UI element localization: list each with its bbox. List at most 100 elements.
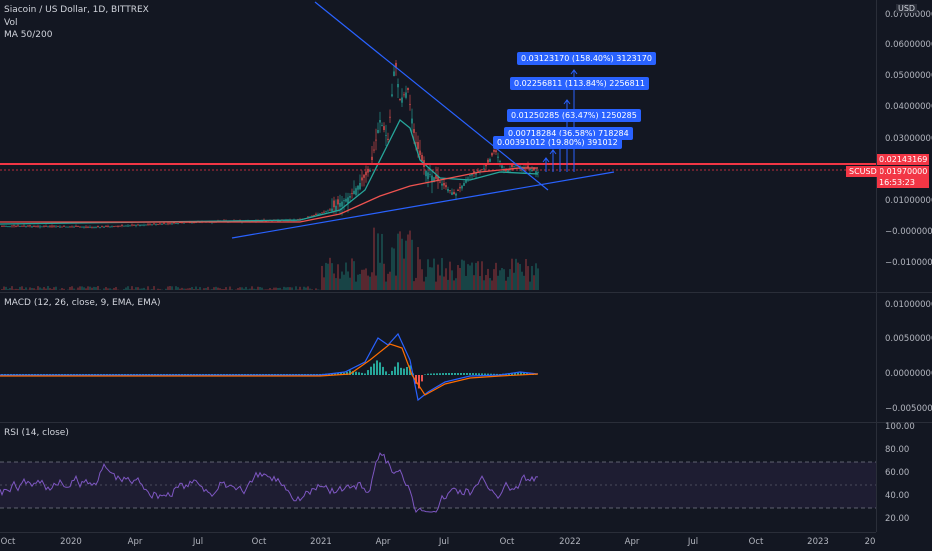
volume-bar [329,258,330,290]
macd-legend[interactable]: MACD (12, 26, close, 9, EMA, EMA) [4,298,161,308]
volume-bar [29,287,30,290]
chart-canvas[interactable] [0,0,876,532]
volume-bar [259,287,260,290]
volume-bar [237,288,238,290]
ascending-trendline [232,172,614,238]
rsi-legend[interactable]: RSI (14, close) [4,428,69,438]
pane-separator-macd[interactable] [0,292,932,293]
candle-body [441,184,442,186]
ma-legend[interactable]: MA 50/200 [4,30,52,40]
volume-bar [87,286,88,290]
price-tick: 0.04000000 [885,102,932,112]
candle-body [365,172,366,176]
candle-body [51,226,52,227]
candle-body [139,225,140,226]
candle-body [339,203,340,207]
volume-bar [447,280,448,290]
target-label-1[interactable]: 0.00391012 (19.80%) 391012 [493,136,622,149]
candle-body [103,227,104,228]
volume-bar [107,288,108,290]
candle-body [67,227,68,228]
volume-bar [391,247,392,290]
time-tick: 2022 [559,537,581,547]
volume-bar [307,286,308,290]
rsi-tick: 20.00 [885,514,909,524]
volume-bar [23,289,24,290]
candle-body [73,227,74,228]
macd-histogram-bar [385,371,387,375]
volume-bar [327,264,328,290]
volume-bar [255,289,256,290]
volume-bar [433,259,434,290]
candle-body [57,226,58,227]
candle-body [333,201,334,208]
candle-body [439,182,440,183]
candle-body [1,226,2,227]
candle-body [17,226,18,227]
macd-histogram-bar [475,373,477,375]
price-scale[interactable]: 0.07000000 0.06000000 0.05000000 0.04000… [876,0,932,532]
volume-bar [81,286,82,290]
candle-body [171,223,172,224]
volume-bar [135,287,136,290]
time-tick: Apr [376,537,391,547]
volume-bar [151,289,152,290]
pane-separator-rsi[interactable] [0,422,932,423]
volume-bar [513,273,514,290]
target-label-3[interactable]: 0.01250285 (63.47%) 1250285 [507,109,641,122]
currency-label[interactable]: USD [896,4,917,13]
volume-bar [41,289,42,290]
macd-histogram-bar [436,373,438,375]
candle-body [357,186,358,190]
volume-bar [53,287,54,290]
volume-bar [419,259,420,290]
volume-bar [265,289,266,290]
candle-body [105,226,106,227]
candle-body [85,227,86,228]
volume-bar [357,275,358,290]
candle-body [367,169,368,173]
candle-body [457,190,458,191]
candle-body [353,191,354,194]
time-axis[interactable]: Oct 2020 Apr Jul Oct 2021 Apr Jul Oct 20… [0,532,876,551]
volume-bar [515,259,516,290]
volume-bar [393,249,394,290]
macd-histogram-bar [379,362,381,375]
volume-legend[interactable]: Vol [4,18,17,28]
macd-tick: 0.00000000 [885,369,932,379]
volume-bar [505,281,506,290]
candle-body [341,202,342,207]
volume-bar [159,289,160,290]
candle-body [449,190,450,191]
candle-body [165,224,166,225]
candle-body [359,183,360,189]
volume-bar [125,287,126,290]
candle-body [459,187,460,188]
volume-bar [487,269,488,290]
volume-bar [111,289,112,290]
volume-bar [225,287,226,290]
candle-body [483,168,484,169]
macd-histogram-bar [394,367,396,375]
macd-histogram-bar [481,373,483,375]
volume-bar [211,289,212,290]
candle-body [47,226,48,227]
volume-bar [417,247,418,290]
candle-body [169,223,170,224]
volume-bar [495,263,496,290]
volume-bar [479,276,480,290]
candle-body [143,225,144,226]
volume-bar [243,289,244,290]
volume-bar [285,287,286,290]
candle-body [491,153,492,155]
target-label-5[interactable]: 0.03123170 (158.40%) 3123170 [517,52,656,65]
candle-body [33,226,34,227]
volume-bar [305,288,306,290]
symbol-title[interactable]: Siacoin / US Dollar, 1D, BITTREX [4,5,149,15]
candle-body [323,212,324,213]
volume-bar [363,270,364,290]
time-tick: 20 [865,537,876,547]
target-label-4[interactable]: 0.02256811 (113.84%) 2256811 [510,77,649,90]
volume-bar [231,289,232,290]
volume-bar [401,239,402,290]
